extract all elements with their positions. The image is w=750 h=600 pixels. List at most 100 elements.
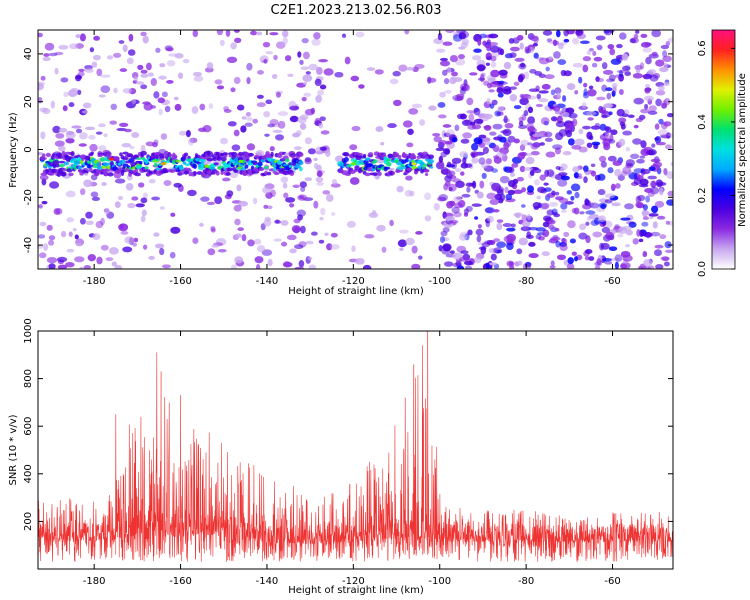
heatmap-cell: [563, 232, 569, 237]
heatmap-cell: [298, 160, 303, 165]
heatmap-cell: [257, 70, 264, 75]
heatmap-cell: [107, 172, 113, 176]
heatmap-cell: [620, 217, 630, 220]
heatmap-cell: [611, 58, 621, 64]
heatmap-cell: [409, 191, 414, 197]
heatmap-cell: [622, 167, 631, 175]
heatmap-cell: [518, 75, 524, 83]
heatmap-cell: [257, 245, 265, 252]
heatmap-cell: [41, 157, 48, 160]
heatmap-cell: [74, 256, 84, 262]
heatmap-cell: [281, 177, 289, 183]
heatmap-cell: [644, 96, 654, 101]
heatmap-cell: [168, 53, 177, 56]
heatmap-cell: [559, 129, 567, 137]
heatmap-cell: [652, 52, 658, 56]
heatmap-cell: [425, 173, 428, 176]
heatmap-cell: [308, 148, 316, 154]
heatmap-cell: [510, 94, 517, 102]
heatmap-cell: [572, 252, 577, 256]
heatmap-cell: [526, 153, 533, 156]
heatmap-cell: [262, 187, 271, 194]
heatmap-cell: [458, 54, 465, 59]
heatmap-cell: [287, 235, 297, 241]
heatmap-cell: [622, 131, 632, 136]
heatmap-cell: [567, 220, 576, 228]
heatmap-cell: [220, 171, 224, 174]
heatmap-cell: [392, 171, 395, 175]
heatmap-cell: [658, 119, 663, 125]
heatmap-cell: [55, 133, 64, 139]
heatmap-cell: [175, 104, 182, 111]
heatmap-cell: [539, 142, 545, 146]
heatmap-cell: [604, 126, 609, 132]
heatmap-cell: [474, 257, 482, 264]
heatmap-cell: [438, 245, 442, 251]
heatmap-cell: [94, 173, 99, 177]
heatmap-cell: [455, 168, 461, 172]
heatmap-cell: [199, 104, 205, 111]
heatmap-cell: [543, 30, 552, 36]
heatmap-cell: [375, 69, 384, 74]
heatmap-cell: [546, 67, 550, 72]
heatmap-cell: [264, 166, 269, 169]
heatmap-cell: [214, 162, 219, 165]
heatmap-cell: [351, 76, 360, 82]
heatmap-cell: [613, 160, 622, 166]
heatmap-cell: [100, 218, 105, 225]
heatmap-cell: [449, 201, 455, 207]
heatmap-cell: [465, 163, 472, 167]
heatmap-cell: [602, 258, 612, 262]
heatmap-cell: [100, 85, 110, 93]
heatmap-cell: [567, 83, 576, 90]
heatmap-cell: [424, 193, 431, 201]
heatmap-cell: [634, 34, 639, 39]
heatmap-cell: [457, 114, 465, 120]
heatmap-cell: [299, 60, 303, 65]
heatmap-cell: [373, 159, 377, 163]
heatmap-cell: [158, 97, 165, 103]
heatmap-cell: [398, 64, 407, 71]
heatmap-cell: [603, 143, 610, 150]
heatmap-cell: [541, 203, 550, 209]
heatmap-cell: [264, 134, 270, 137]
heatmap-cell: [498, 106, 505, 112]
heatmap-cell: [302, 97, 307, 102]
heatmap-cell: [473, 48, 481, 52]
heatmap-cell: [66, 131, 76, 139]
heatmap-cell: [643, 216, 649, 220]
heatmap-cell: [140, 84, 147, 89]
heatmap-cell: [472, 203, 482, 207]
heatmap-cell: [173, 183, 181, 188]
heatmap-cell: [452, 137, 458, 142]
heatmap-cell: [134, 173, 141, 177]
heatmap-cell: [131, 132, 139, 138]
heatmap-cell: [365, 157, 371, 160]
heatmap-cell: [285, 158, 290, 162]
heatmap-cell: [412, 104, 422, 108]
heatmap-cell: [164, 180, 172, 186]
heatmap-cell: [560, 203, 567, 210]
heatmap-cell: [500, 176, 510, 183]
heatmap-cell: [278, 111, 288, 116]
heatmap-cell: [330, 244, 340, 250]
heatmap-cell: [428, 78, 437, 83]
heatmap-cell: [78, 69, 84, 72]
heatmap-cell: [654, 245, 663, 249]
heatmap-cell: [85, 221, 93, 225]
heatmap-cell: [389, 220, 393, 227]
heatmap-cell: [390, 79, 399, 84]
heatmap-cell: [202, 125, 211, 132]
snr-x-axis-label: Height of straight line (km): [288, 585, 424, 596]
heatmap-cell: [380, 142, 384, 145]
heatmap-cell: [502, 88, 511, 94]
heatmap-cell: [477, 65, 485, 71]
heatmap-cell: [152, 142, 158, 147]
heatmap-cell: [609, 74, 616, 81]
heatmap-cell: [645, 57, 652, 65]
snr-panel: -180 -160 -140 -120 -100 -80 -60 2004006008001…: [8, 318, 673, 596]
heatmap-cell: [194, 76, 203, 82]
heatmap-cell: [653, 221, 658, 228]
heatmap-cell: [217, 28, 223, 35]
heatmap-cell: [49, 235, 55, 240]
